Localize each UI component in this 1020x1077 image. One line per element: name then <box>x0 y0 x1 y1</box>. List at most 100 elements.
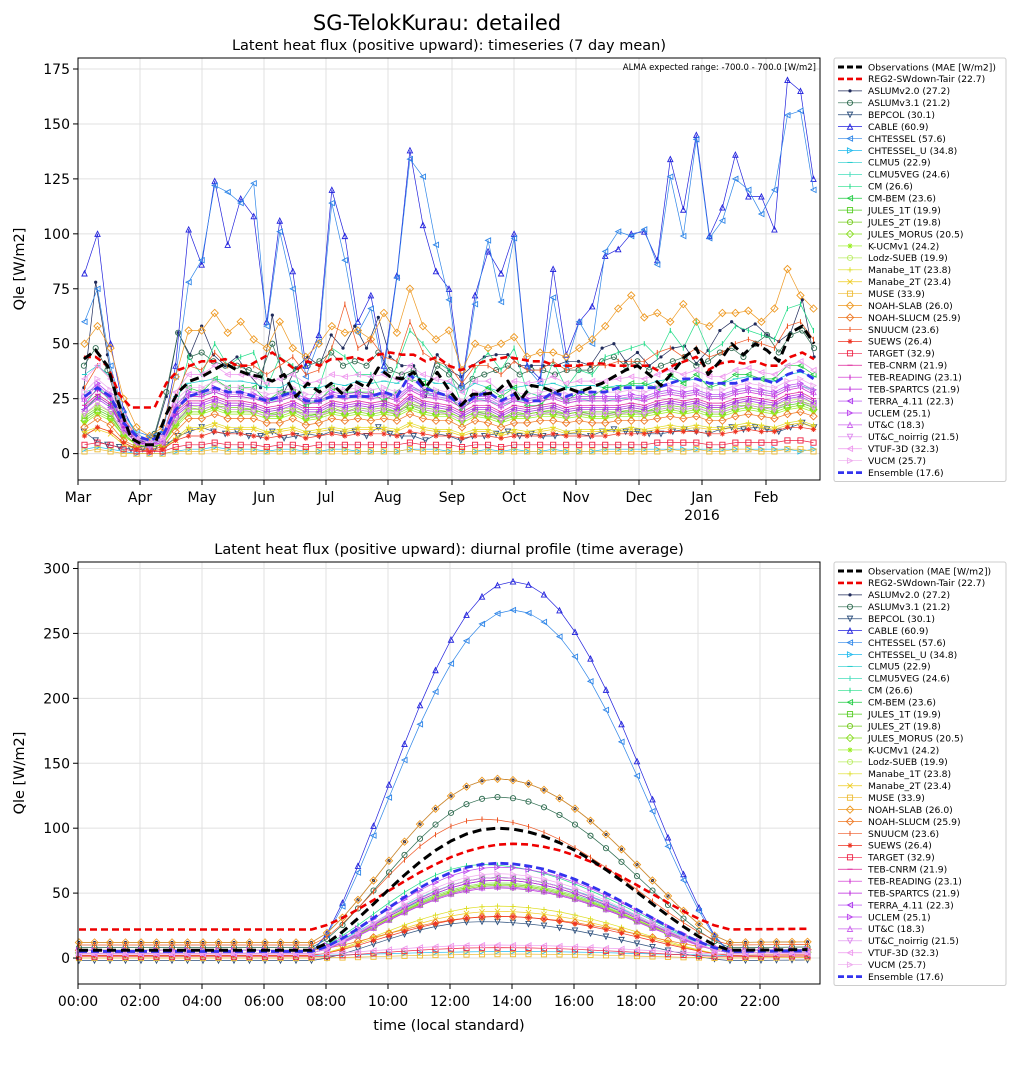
di-point <box>463 910 470 917</box>
ts-point <box>186 411 192 417</box>
ts-point <box>784 384 791 391</box>
ts-point <box>470 416 480 425</box>
di-point <box>354 862 362 869</box>
ts-legend-label: ASLUMv2.0 (27.2) <box>868 86 950 97</box>
ts-line-32 <box>84 360 814 443</box>
ts-point <box>627 416 636 425</box>
ts-point <box>237 199 244 207</box>
di-point <box>431 804 440 813</box>
di-point <box>539 785 549 795</box>
ts-point <box>471 411 479 418</box>
ts-point <box>588 395 596 402</box>
ts-point <box>224 371 231 378</box>
ts-point <box>627 232 635 240</box>
ts-legend-marker <box>848 89 852 93</box>
ts-point <box>236 317 245 326</box>
di-point <box>432 879 440 886</box>
di-point <box>587 885 595 892</box>
ts-point <box>458 448 466 455</box>
ts-point <box>481 371 488 378</box>
ts-point <box>275 418 285 428</box>
ts-ytick-label: 50 <box>52 337 70 353</box>
ts-point <box>132 423 141 432</box>
ts-point <box>353 326 363 335</box>
ts-point <box>185 225 192 233</box>
ts-point <box>613 416 623 425</box>
ts-point <box>81 448 88 455</box>
di-point <box>494 793 501 801</box>
ts-point <box>354 384 362 392</box>
ts-point <box>653 414 662 423</box>
ts-point <box>771 225 778 233</box>
di-point <box>508 775 518 785</box>
di-point <box>369 876 378 885</box>
di-point <box>447 942 455 950</box>
ts-point <box>732 409 738 415</box>
ts-point <box>354 441 361 448</box>
di-legend-marker <box>848 593 852 597</box>
ts-point <box>289 406 297 414</box>
ts-point <box>341 404 348 411</box>
di-legend-label: TARGET (32.9) <box>867 853 935 864</box>
di-point <box>354 948 362 956</box>
ts-point <box>758 192 765 200</box>
ts-xtick-label: Jan <box>690 490 713 506</box>
ts-point <box>693 388 700 396</box>
ts-point <box>563 433 569 439</box>
di-point <box>509 883 517 891</box>
ts-point <box>666 173 674 181</box>
ts-point <box>745 386 752 393</box>
di-point <box>463 611 470 618</box>
di-point <box>525 798 532 805</box>
di-legend-label: CABLE (60.9) <box>868 626 928 637</box>
ts-point <box>394 433 400 439</box>
di-point <box>524 941 532 949</box>
ts-point <box>224 241 232 248</box>
di-legend-label: JULES_MORUS (20.5) <box>867 733 963 744</box>
ts-point <box>302 448 309 455</box>
ts-point <box>432 375 440 383</box>
di-point <box>401 740 408 747</box>
ts-point <box>484 384 492 392</box>
ts-point <box>537 388 544 396</box>
ts-point <box>679 401 687 409</box>
ts-point <box>561 418 571 428</box>
ts-point <box>740 426 747 434</box>
ts-point <box>627 379 635 387</box>
di-point <box>617 844 626 854</box>
ts-point <box>497 388 505 396</box>
ts-point <box>718 416 727 425</box>
ts-point <box>510 395 518 402</box>
ts-point <box>602 448 609 455</box>
ts-ytick-label: 100 <box>43 227 70 243</box>
ts-point <box>406 375 414 383</box>
ts-xtick-label: Jul <box>317 490 335 506</box>
ts-point <box>407 422 413 428</box>
ts-series-6 <box>80 107 817 440</box>
di-point <box>447 636 455 643</box>
ts-point <box>329 431 335 437</box>
di-point <box>386 928 392 934</box>
ts-point <box>770 304 779 313</box>
ts-point <box>719 392 726 400</box>
ts-point <box>351 358 358 365</box>
ts-point <box>667 424 674 431</box>
di-point <box>618 952 625 959</box>
ts-point <box>363 432 370 440</box>
di-point <box>587 900 594 907</box>
ts-point <box>419 390 427 398</box>
di-line-34 <box>79 861 808 953</box>
ts-point <box>185 426 192 433</box>
di-point <box>463 951 470 958</box>
diurnal-title: Latent heat flux (positive upward): diur… <box>214 542 684 558</box>
ts-point <box>535 416 545 425</box>
ts-point <box>509 332 519 342</box>
di-point <box>462 782 471 791</box>
ts-point <box>340 328 350 337</box>
di-legend-marker <box>846 758 854 765</box>
ts-point <box>705 416 714 425</box>
di-point <box>571 943 579 951</box>
di-legend-marker <box>847 842 853 848</box>
ts-point <box>601 248 609 255</box>
di-point <box>463 886 470 893</box>
